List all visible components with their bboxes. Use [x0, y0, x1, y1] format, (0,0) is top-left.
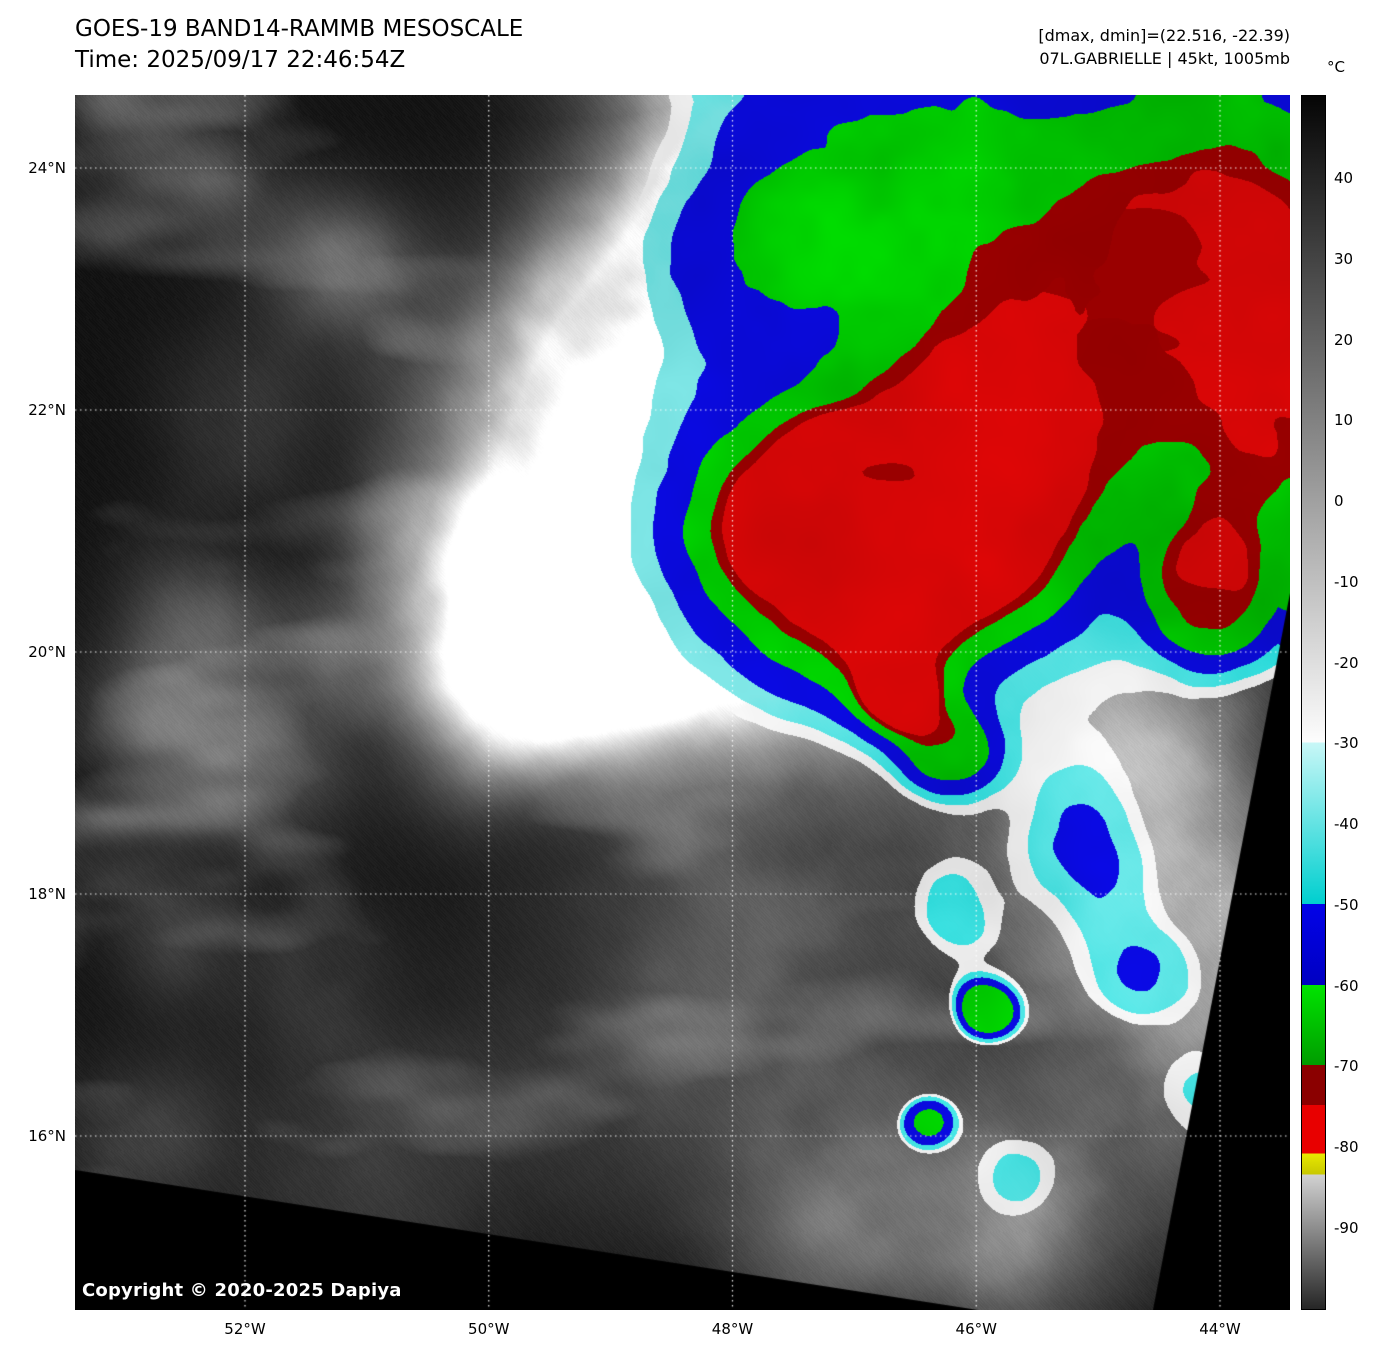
colorbar-tick-label: -50 [1334, 895, 1359, 914]
colorbar-tick-label: 0 [1334, 492, 1344, 511]
colorbar-tick-label: 10 [1334, 411, 1354, 430]
lat-label: 16°N [28, 1127, 66, 1145]
colorbar-tick-label: 30 [1334, 249, 1354, 268]
colorbar-tick-label: -10 [1334, 572, 1359, 591]
page-title: GOES-19 BAND14-RAMMB MESOSCALE [75, 16, 524, 42]
data-range-label: [dmax, dmin]=(22.516, -22.39) [1038, 26, 1290, 45]
colorbar-tick-label: -70 [1334, 1057, 1359, 1076]
lon-label: 52°W [224, 1320, 266, 1338]
satellite-image [75, 95, 1290, 1310]
lat-label: 22°N [28, 401, 66, 419]
colorbar-tick-label: 20 [1334, 330, 1354, 349]
colorbar-tick-label: 40 [1334, 169, 1354, 187]
colorbar [1301, 95, 1326, 1310]
lon-label: 50°W [468, 1320, 510, 1338]
colorbar-tick-label: -80 [1334, 1138, 1359, 1157]
colorbar-tick-label: -90 [1334, 1219, 1359, 1237]
lon-label: 44°W [1199, 1320, 1241, 1338]
lon-label: 48°W [711, 1320, 754, 1338]
lon-label: 46°W [955, 1320, 997, 1338]
lat-label: 24°N [28, 159, 66, 177]
info-block: [dmax, dmin]=(22.516, -22.39) 07L.GABRIE… [1038, 24, 1290, 70]
colorbar-tick-label: -40 [1334, 815, 1359, 834]
colorbar-unit-label: °C [1327, 58, 1345, 76]
colorbar-tick-label: -60 [1334, 976, 1359, 995]
copyright-label: Copyright © 2020-2025 Dapiya [82, 1280, 402, 1301]
colorbar-tick-label: -20 [1334, 653, 1359, 672]
lat-label: 18°N [28, 885, 66, 903]
lat-label: 20°N [28, 643, 66, 661]
storm-info-label: 07L.GABRIELLE | 45kt, 1005mb [1039, 49, 1290, 68]
header-block: GOES-19 BAND14-RAMMB MESOSCALE Time: 202… [75, 14, 523, 76]
colorbar-tick-label: -30 [1334, 734, 1359, 753]
timestamp: Time: 2025/09/17 22:46:54Z [75, 47, 406, 73]
